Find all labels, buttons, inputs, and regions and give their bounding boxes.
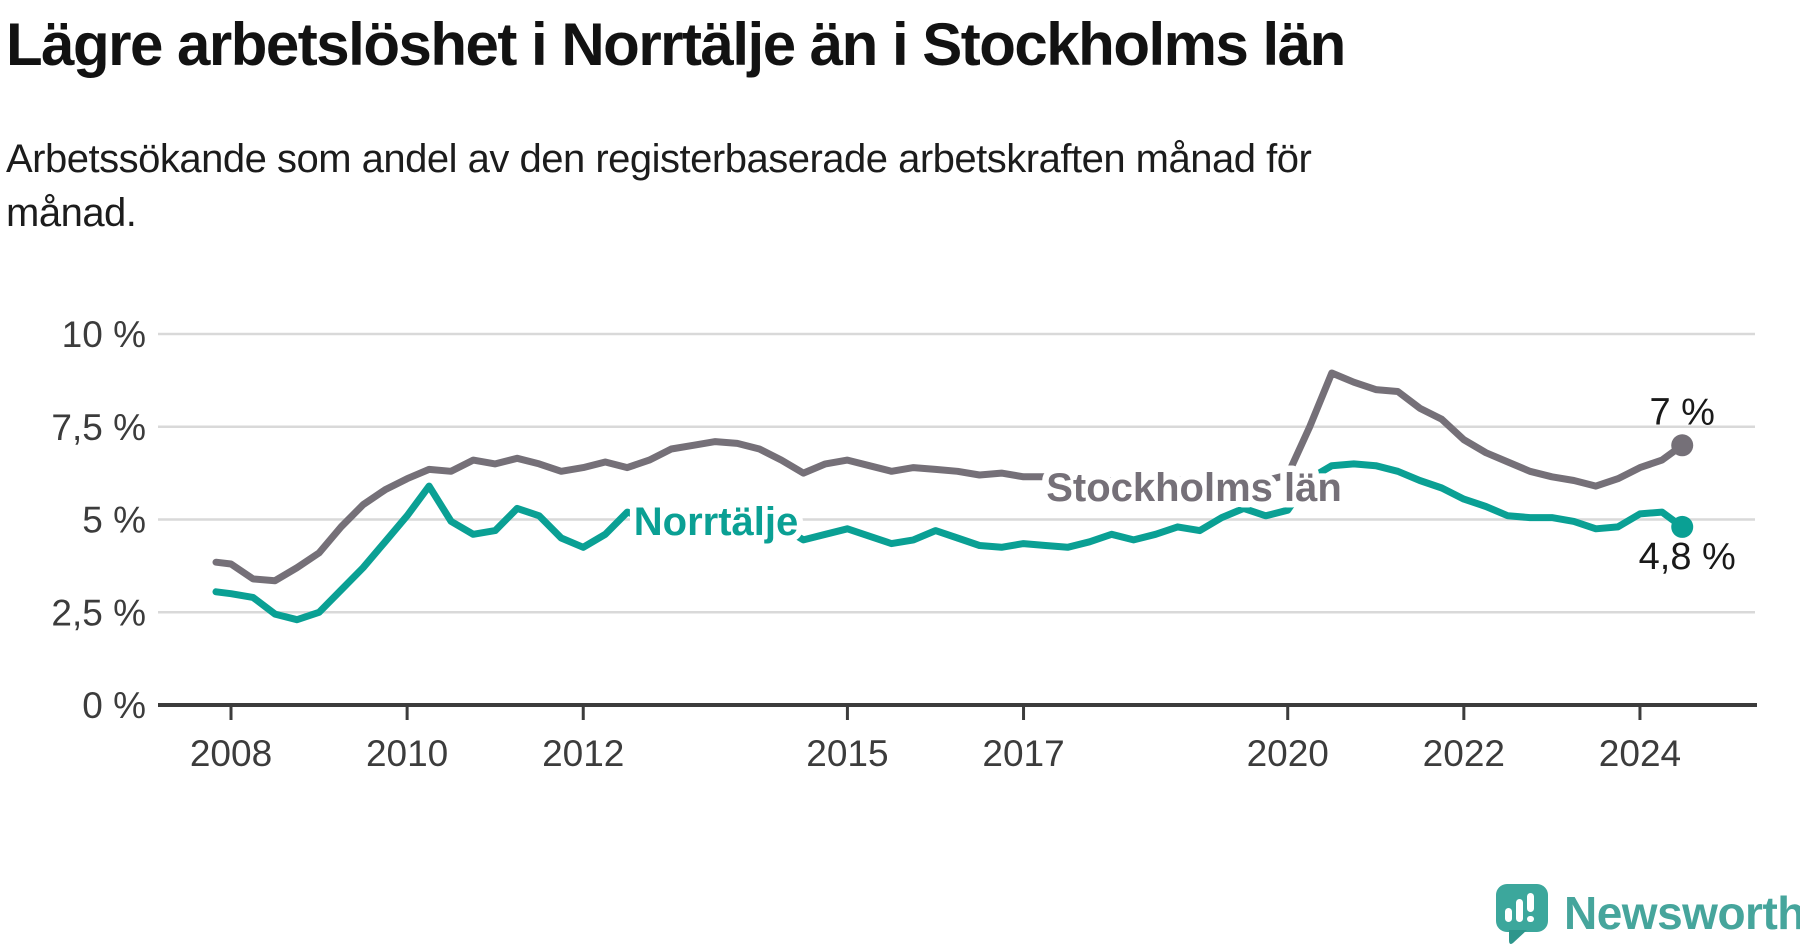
logo-exclamation-dot — [1527, 916, 1534, 922]
series-end-dot-Stockholms län — [1671, 434, 1694, 457]
y-tick-label-7.5: 7,5 % — [51, 407, 146, 448]
logo-bubble-tail — [1509, 930, 1527, 944]
series-end-value-Stockholms län: 7 % — [1649, 391, 1714, 433]
logo-bar-tall — [1516, 899, 1523, 922]
logo-bar-short — [1505, 908, 1512, 922]
logo-exclamation-bar — [1527, 893, 1534, 912]
y-tick-label-0: 0 % — [82, 685, 146, 726]
y-tick-label-5: 5 % — [82, 500, 146, 541]
x-tick-label-2012: 2012 — [542, 733, 624, 774]
newsworthy-logo-icon — [1496, 884, 1548, 944]
y-tick-label-10: 10 % — [62, 314, 146, 355]
newsworthy-logo-text: Newsworthy — [1564, 887, 1800, 939]
series-line-Norrtälje — [212, 460, 1686, 624]
page-subtitle: Arbetssökande som andel av den registerb… — [6, 132, 1312, 240]
newsworthy-brand: Newsworthy — [1492, 882, 1800, 944]
series-label-Stockholms län: Stockholms län — [1046, 466, 1342, 510]
x-tick-label-2020: 2020 — [1247, 733, 1329, 774]
x-tick-label-2008: 2008 — [190, 733, 272, 774]
subtitle-line-1: Arbetssökande som andel av den registerb… — [6, 137, 1312, 181]
series-end-value-Norrtälje: 4,8 % — [1639, 536, 1736, 578]
series-label-Norrtälje: Norrtälje — [634, 500, 799, 544]
series-line-Stockholms län — [212, 369, 1686, 585]
x-tick-label-2022: 2022 — [1423, 733, 1505, 774]
y-tick-label-2.5: 2,5 % — [51, 592, 146, 633]
x-tick-label-2015: 2015 — [806, 733, 888, 774]
subtitle-line-2: månad. — [6, 191, 137, 235]
series-end-dot-Norrtälje — [1671, 515, 1694, 538]
x-tick-label-2024: 2024 — [1599, 733, 1681, 774]
x-tick-label-2017: 2017 — [982, 733, 1064, 774]
page-title: Lägre arbetslöshet i Norrtälje än i Stoc… — [6, 11, 1346, 78]
x-tick-label-2010: 2010 — [366, 733, 448, 774]
